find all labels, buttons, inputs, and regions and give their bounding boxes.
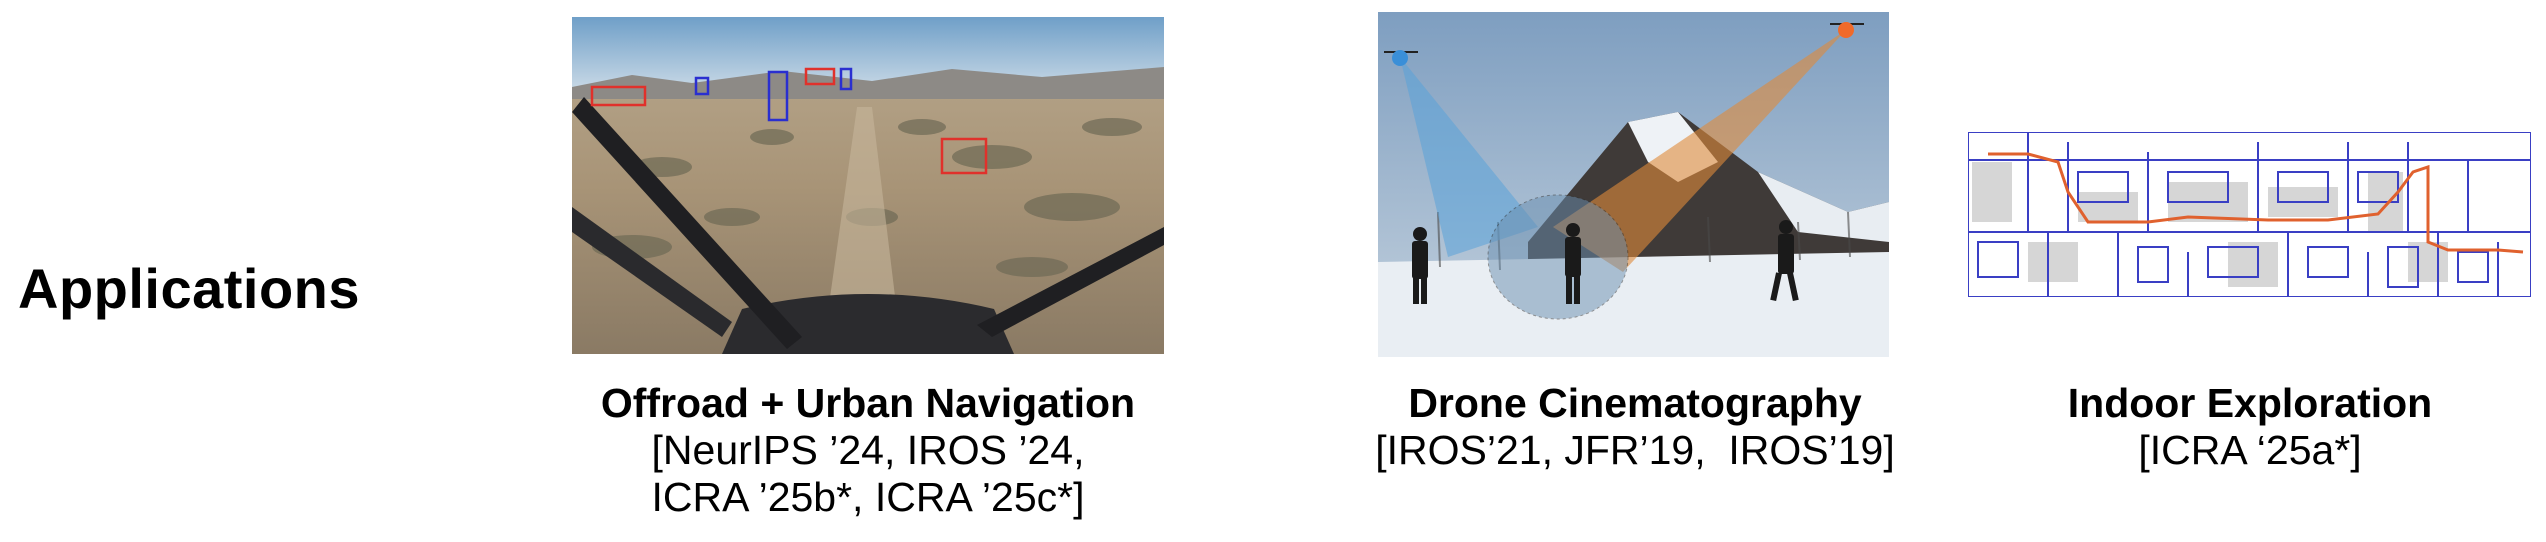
detection-box bbox=[767, 70, 789, 122]
section-heading: Applications bbox=[18, 257, 361, 320]
exploration-path bbox=[1988, 152, 2524, 254]
detection-box bbox=[590, 85, 647, 107]
indoor-caption: Indoor Exploration [ICRA ‘25a*] bbox=[1960, 380, 2540, 474]
detection-box bbox=[940, 137, 988, 175]
detection-box bbox=[804, 67, 836, 86]
drone-refs: [IROS’21, JFR’19, IROS’19] bbox=[1375, 427, 1895, 473]
offroad-refs-line1: [NeurIPS ’24, IROS ’24, bbox=[651, 427, 1085, 473]
blue-drone-icon bbox=[1384, 50, 1418, 66]
orange-drone-icon bbox=[1830, 22, 1864, 38]
drone-caption: Drone Cinematography [IROS’21, JFR’19, I… bbox=[1340, 380, 1930, 474]
indoor-refs: [ICRA ‘25a*] bbox=[2138, 427, 2362, 473]
detection-box bbox=[694, 76, 710, 96]
indoor-exploration-map bbox=[1968, 132, 2531, 297]
offroad-title: Offroad + Urban Navigation bbox=[600, 380, 1136, 426]
offroad-navigation-image bbox=[572, 17, 1164, 354]
offroad-refs-line2: ICRA ’25b*, ICRA ’25c*] bbox=[651, 474, 1085, 520]
offroad-caption: Offroad + Urban Navigation [NeurIPS ’24,… bbox=[540, 380, 1196, 521]
drone-cinematography-image bbox=[1378, 12, 1889, 357]
detection-box bbox=[839, 67, 853, 91]
drone-title: Drone Cinematography bbox=[1408, 380, 1862, 426]
indoor-title: Indoor Exploration bbox=[2067, 380, 2433, 426]
